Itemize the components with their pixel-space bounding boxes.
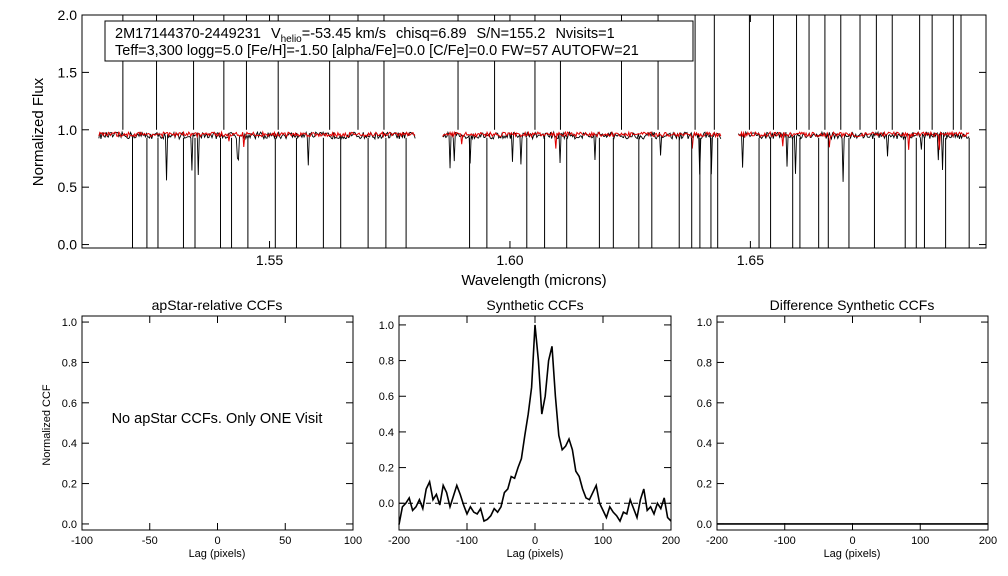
apstar-ccf-y-tick-label: 0.4 bbox=[62, 438, 77, 450]
spectrum-y-label: Normalized Flux bbox=[30, 77, 47, 186]
apstar-ccf-x-label: Lag (pixels) bbox=[189, 548, 246, 560]
synthetic-ccf-y-tick-label: 0.4 bbox=[379, 427, 394, 439]
difference-ccf-y-tick-label: 0.2 bbox=[697, 479, 712, 491]
spectrum-y-tick-label: 0.5 bbox=[58, 179, 78, 195]
difference-ccf-x-tick-label: -200 bbox=[706, 535, 728, 547]
apstar-ccf-y-tick-label: 1.0 bbox=[62, 317, 77, 329]
synthetic-ccf-ticks: -200 -100 0 100 200 0.0 0.2 0.4 0.6 0.8 1.0 bbox=[379, 316, 680, 547]
synthetic-ccf-x-tick-label: -200 bbox=[388, 535, 410, 547]
synthetic-ccf-y-tick-label: 0.8 bbox=[379, 356, 394, 368]
synthetic-ccf-x-tick-label: -100 bbox=[456, 535, 478, 547]
difference-ccf-panel: -200 -100 0 100 200 0.0 0.2 0.4 0.6 0.8 1.0 Differ… bbox=[697, 297, 997, 560]
difference-ccf-title: Difference Synthetic CCFs bbox=[770, 297, 935, 313]
synthetic-ccf-x-tick-label: 200 bbox=[662, 535, 680, 547]
apstar-ccf-x-tick-label: 100 bbox=[344, 535, 362, 547]
observed-spectrum-chip-1 bbox=[98, 130, 416, 181]
difference-ccf-x-label: Lag (pixels) bbox=[824, 548, 881, 560]
difference-ccf-ticks: -200 -100 0 100 200 0.0 0.2 0.4 0.6 0.8 1.0 bbox=[697, 316, 997, 547]
apstar-ccf-y-tick-label: 0.2 bbox=[62, 479, 77, 491]
difference-ccf-y-tick-label: 0.4 bbox=[697, 438, 712, 450]
synthetic-ccf-series bbox=[398, 324, 672, 525]
spectrum-header-box bbox=[104, 20, 694, 62]
apstar-ccf-x-tick-label: 50 bbox=[279, 535, 291, 547]
synthetic-ccf-x-tick-label: 100 bbox=[594, 535, 612, 547]
difference-ccf-x-tick-label: -100 bbox=[774, 535, 796, 547]
signal-to-noise: S/N=155.2 bbox=[477, 26, 546, 42]
spectrum-header-line2: Teff=3,300 logg=5.0 [Fe/H]=-1.50 [alpha/… bbox=[115, 43, 639, 59]
observed-spectrum-chip-2 bbox=[442, 130, 722, 175]
difference-ccf-x-tick-label: 100 bbox=[911, 535, 929, 547]
observed-spectrum-chip-3 bbox=[737, 130, 970, 182]
spectrum-panel: 1.55 1.60 1.65 0.0 0.5 1.0 1.5 2.0 2M17144370-2… bbox=[30, 7, 987, 289]
model-spectrum-chip-2 bbox=[442, 130, 722, 149]
spectrum-y-tick-label: 0.0 bbox=[58, 237, 78, 253]
star-id: 2M17144370-2449231 bbox=[115, 26, 261, 42]
apstar-ccf-y-tick-label: 0.8 bbox=[62, 357, 77, 369]
synthetic-ccf-y-tick-label: 1.0 bbox=[379, 320, 394, 332]
apstar-ccf-x-tick-label: -100 bbox=[71, 535, 93, 547]
apstar-ccf-x-tick-label: 0 bbox=[214, 535, 220, 547]
spectrum-header-line1: 2M17144370-2449231 Vhelio=-53.45 km/s chis… bbox=[115, 26, 615, 45]
difference-ccf-y-tick-label: 0.0 bbox=[697, 519, 712, 531]
nvisits: Nvisits=1 bbox=[555, 26, 614, 42]
synthetic-ccf-line bbox=[398, 324, 672, 525]
spectrum-y-tick-label: 1.5 bbox=[58, 64, 78, 80]
spectrum-x-tick-label: 1.60 bbox=[496, 252, 523, 268]
spectrum-x-label: Wavelength (microns) bbox=[461, 272, 606, 289]
chisq: chisq=6.89 bbox=[396, 26, 467, 42]
spectrum-y-tick-label: 2.0 bbox=[58, 7, 78, 23]
apstar-ccf-y-tick-label: 0.0 bbox=[62, 519, 77, 531]
difference-ccf-plot-frame bbox=[716, 315, 989, 531]
spectrum-ticks: 1.55 1.60 1.65 0.0 0.5 1.0 1.5 2.0 bbox=[58, 7, 986, 268]
spectrum-y-tick-label: 1.0 bbox=[58, 122, 78, 138]
model-spectrum-chip-1 bbox=[98, 130, 416, 148]
apstar-ccf-title: apStar-relative CCFs bbox=[152, 297, 283, 313]
apstar-ccf-ticks: -100 -50 0 50 100 0.0 0.2 0.4 0.6 0.8 1.0 bbox=[62, 316, 362, 547]
spectrum-plot-frame bbox=[81, 14, 987, 249]
apstar-ccf-panel: -100 -50 0 50 100 0.0 0.2 0.4 0.6 0.8 1.0 apStar-r… bbox=[41, 297, 362, 560]
synthetic-ccf-title: Synthetic CCFs bbox=[486, 297, 583, 313]
synthetic-ccf-x-tick-label: 0 bbox=[532, 535, 538, 547]
model-spectrum-chip-3 bbox=[738, 130, 970, 150]
apstar-ccf-y-label: Normalized CCF bbox=[41, 384, 53, 466]
synthetic-ccf-x-label: Lag (pixels) bbox=[507, 548, 564, 560]
difference-ccf-y-tick-label: 0.8 bbox=[697, 357, 712, 369]
synthetic-ccf-panel: -200 -100 0 100 200 0.0 0.2 0.4 0.6 0.8 1.0 Synthe… bbox=[379, 297, 680, 560]
difference-ccf-y-tick-label: 1.0 bbox=[697, 317, 712, 329]
vhelio-subscript: helio bbox=[281, 34, 303, 45]
apstar-ccf-x-tick-label: -50 bbox=[142, 535, 158, 547]
difference-ccf-x-tick-label: 0 bbox=[849, 535, 855, 547]
apstar-ccf-y-tick-label: 0.6 bbox=[62, 398, 77, 410]
spectrum-x-tick-label: 1.55 bbox=[256, 252, 283, 268]
synthetic-ccf-y-tick-label: 0.0 bbox=[379, 498, 394, 510]
apstar-ccf-message: No apStar CCFs. Only ONE Visit bbox=[112, 411, 323, 427]
spectrum-series bbox=[98, 15, 970, 248]
synthetic-ccf-y-tick-label: 0.2 bbox=[379, 463, 394, 475]
difference-ccf-y-tick-label: 0.6 bbox=[697, 398, 712, 410]
spectrum-x-tick-label: 1.65 bbox=[737, 252, 764, 268]
difference-ccf-x-tick-label: 200 bbox=[979, 535, 997, 547]
vhelio-symbol: V bbox=[271, 26, 281, 42]
synthetic-ccf-y-tick-label: 0.6 bbox=[379, 391, 394, 403]
vhelio-value: =-53.45 km/s bbox=[302, 26, 386, 42]
